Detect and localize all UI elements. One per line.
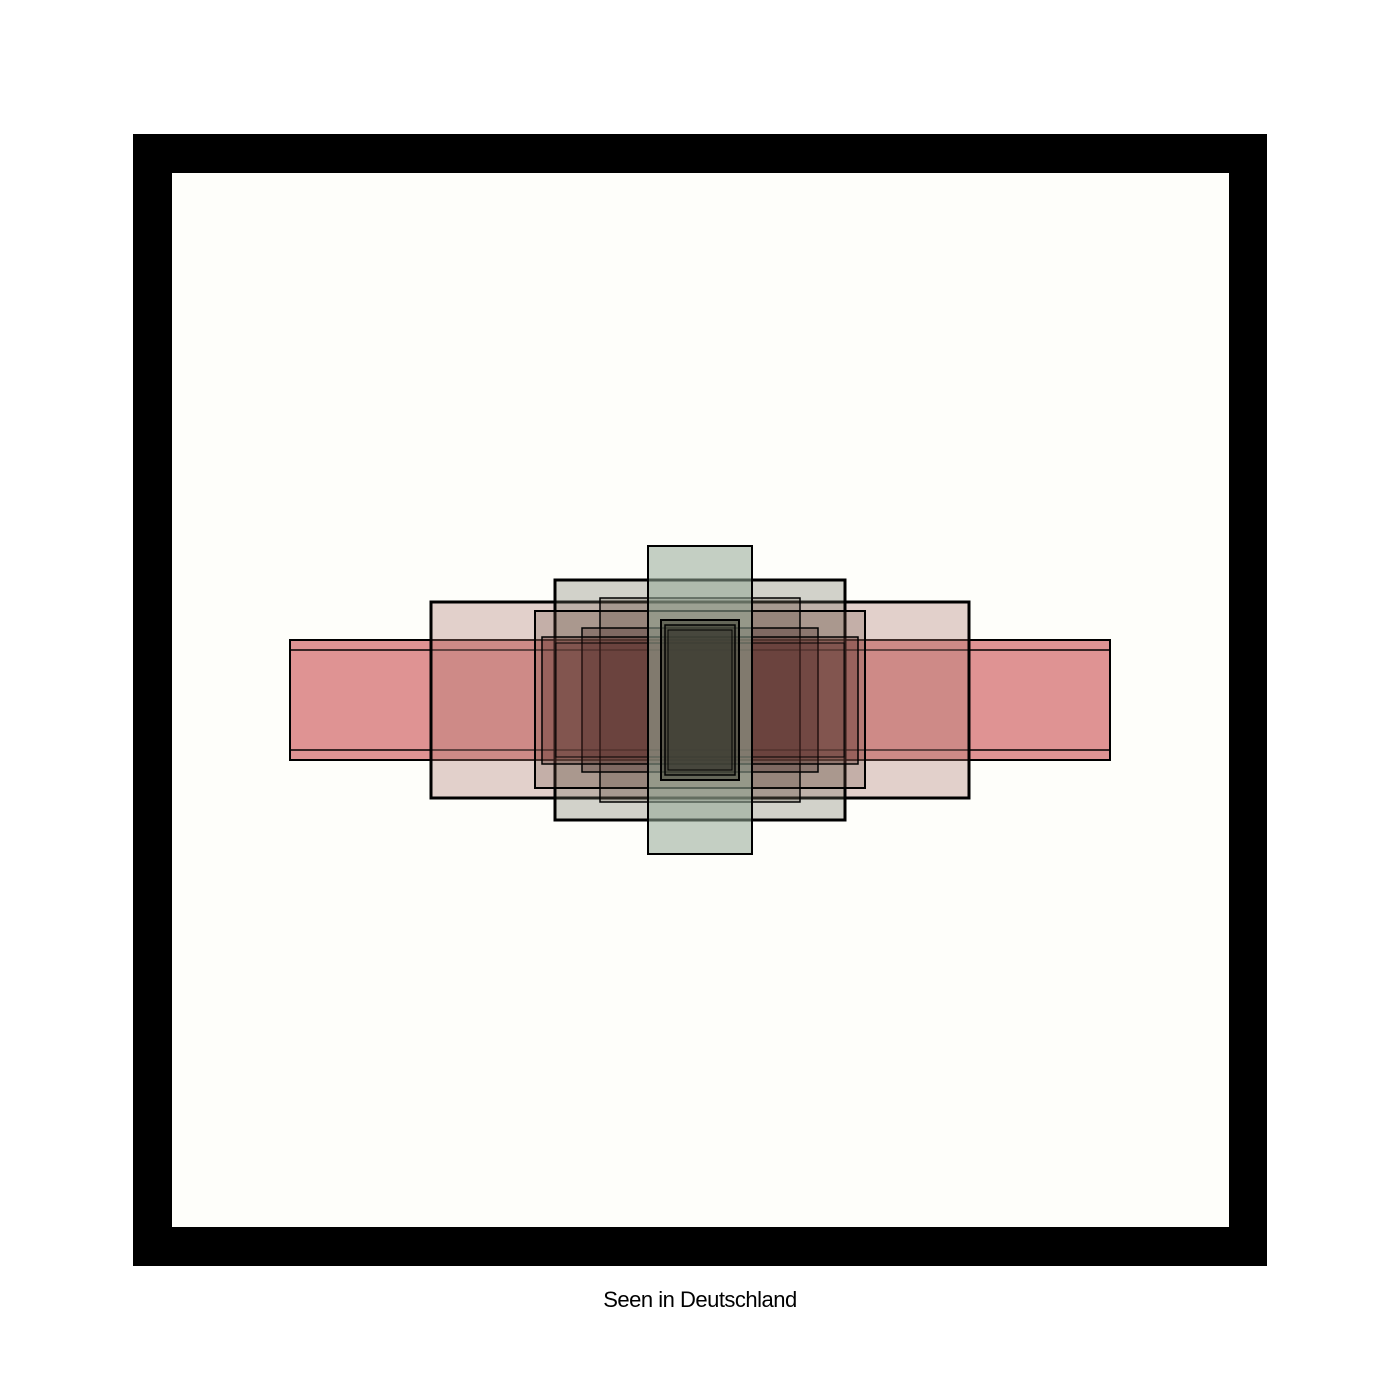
caption: Seen in Deutschland xyxy=(603,1287,797,1312)
center-mid xyxy=(664,624,736,776)
center-outer xyxy=(660,619,740,781)
center-inner xyxy=(667,629,733,771)
